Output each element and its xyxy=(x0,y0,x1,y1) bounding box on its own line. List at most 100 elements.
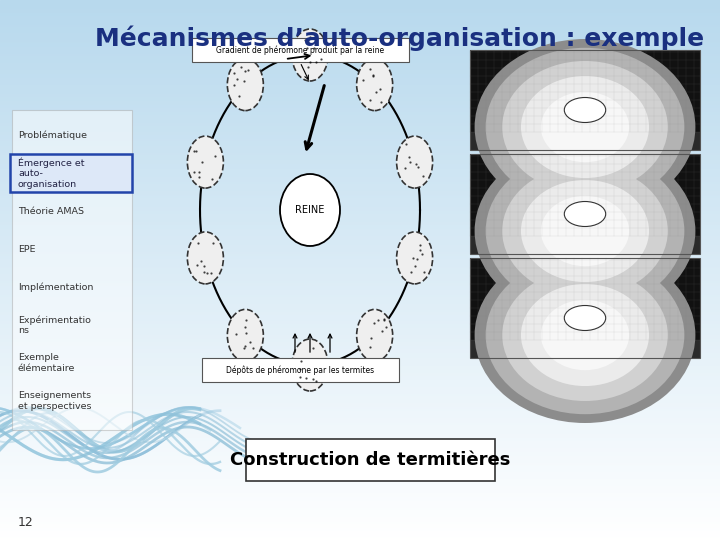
Bar xyxy=(0,45,720,47)
Bar xyxy=(0,146,720,147)
Bar xyxy=(470,50,700,150)
Bar xyxy=(0,520,720,522)
Bar xyxy=(0,92,720,93)
Ellipse shape xyxy=(485,152,685,310)
Bar xyxy=(470,154,700,254)
Bar xyxy=(0,479,720,481)
Bar xyxy=(0,344,720,346)
Bar xyxy=(0,191,720,193)
Ellipse shape xyxy=(228,59,264,111)
Bar xyxy=(0,390,720,393)
Bar xyxy=(0,477,720,479)
Text: EPE: EPE xyxy=(18,245,35,253)
Bar xyxy=(0,326,720,328)
Bar xyxy=(0,123,720,124)
Bar xyxy=(0,212,720,214)
Bar xyxy=(0,99,720,101)
Bar xyxy=(0,373,720,374)
FancyBboxPatch shape xyxy=(192,38,408,62)
Bar xyxy=(0,83,720,85)
Bar xyxy=(0,18,720,20)
Bar xyxy=(0,346,720,347)
Bar xyxy=(0,420,720,421)
Bar xyxy=(0,20,720,22)
Bar xyxy=(0,302,720,304)
Bar xyxy=(0,481,720,482)
Bar xyxy=(0,403,720,405)
Bar xyxy=(0,295,720,297)
Bar xyxy=(0,513,720,515)
Bar xyxy=(0,401,720,403)
Bar xyxy=(0,522,720,524)
Bar xyxy=(0,336,720,339)
Text: Enseignements
et perspectives: Enseignements et perspectives xyxy=(18,392,91,411)
Bar xyxy=(0,250,720,252)
Bar xyxy=(0,349,720,351)
Bar xyxy=(0,32,720,34)
Bar xyxy=(0,258,720,259)
Bar xyxy=(0,463,720,464)
Bar xyxy=(0,484,720,486)
Bar xyxy=(0,331,720,333)
Text: Expérimentatio
ns: Expérimentatio ns xyxy=(18,315,91,335)
Bar xyxy=(0,135,720,137)
Bar xyxy=(0,471,720,474)
Bar xyxy=(0,525,720,528)
Bar xyxy=(0,155,720,157)
Bar xyxy=(0,517,720,518)
Bar xyxy=(470,258,700,358)
FancyBboxPatch shape xyxy=(246,439,495,481)
Bar xyxy=(0,85,720,86)
Bar xyxy=(0,380,720,382)
Bar xyxy=(0,293,720,295)
Bar xyxy=(0,367,720,369)
Text: Exemple
élémentaire: Exemple élémentaire xyxy=(18,353,76,373)
Bar xyxy=(0,11,720,12)
Bar xyxy=(0,232,720,234)
Bar xyxy=(0,227,720,228)
Bar xyxy=(0,383,720,385)
Bar xyxy=(0,252,720,254)
Bar xyxy=(0,448,720,450)
Bar xyxy=(0,409,720,410)
Bar xyxy=(0,184,720,185)
Bar xyxy=(0,160,720,162)
Bar xyxy=(0,69,720,70)
Bar xyxy=(0,529,720,531)
Bar xyxy=(0,171,720,173)
Bar xyxy=(0,180,720,182)
Bar xyxy=(0,128,720,130)
Bar xyxy=(0,56,720,58)
Bar xyxy=(0,497,720,498)
Bar xyxy=(0,394,720,396)
Bar xyxy=(0,137,720,139)
Bar xyxy=(0,511,720,513)
Bar xyxy=(0,209,720,211)
Bar xyxy=(0,524,720,525)
Bar xyxy=(0,288,720,290)
Text: Dépôts de phéromone par les termites: Dépôts de phéromone par les termites xyxy=(226,365,374,375)
Bar xyxy=(0,77,720,79)
Bar xyxy=(0,430,720,432)
Bar xyxy=(0,117,720,119)
Bar xyxy=(0,371,720,373)
Bar xyxy=(0,2,720,4)
Bar xyxy=(0,193,720,194)
Bar xyxy=(0,452,720,454)
Bar xyxy=(0,515,720,517)
Bar xyxy=(0,177,720,178)
Ellipse shape xyxy=(541,300,629,370)
Bar xyxy=(0,400,720,401)
Bar xyxy=(0,315,720,317)
Bar xyxy=(0,166,720,167)
Bar xyxy=(0,54,720,56)
Bar xyxy=(0,461,720,463)
Ellipse shape xyxy=(280,174,340,246)
Bar xyxy=(0,322,720,324)
Bar xyxy=(0,220,720,221)
Bar xyxy=(0,50,720,52)
Bar xyxy=(0,204,720,205)
Bar xyxy=(0,182,720,184)
Bar xyxy=(12,110,132,430)
Bar xyxy=(470,236,700,254)
